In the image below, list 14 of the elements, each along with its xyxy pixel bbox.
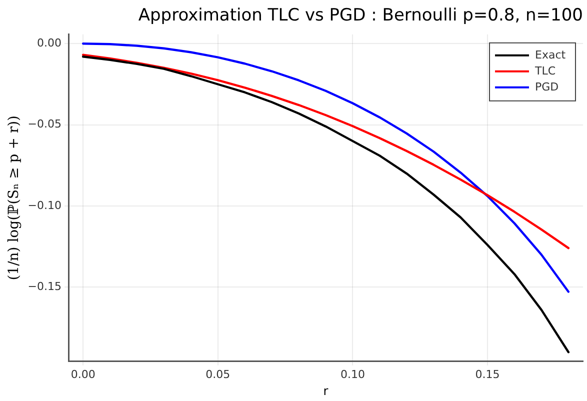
- y-tick-label: −0.10: [28, 198, 62, 212]
- x-tick-label: 0.05: [206, 368, 230, 381]
- x-tick-label: 0.10: [340, 368, 365, 381]
- y-axis-title: (1/n) log(ℙ(Sₙ ≥ p + r)): [6, 115, 22, 280]
- legend-label: PGD: [535, 80, 559, 94]
- x-tick-label: 0.00: [70, 368, 96, 381]
- y-tick-label: −0.05: [28, 118, 62, 131]
- x-axis-title: r: [323, 384, 328, 398]
- y-tick-label: 0.00: [37, 36, 62, 50]
- x-tick-label: 0.15: [475, 368, 500, 381]
- chart-title: Approximation TLC vs PGD : Bernoulli p=0.8, n=100: [138, 6, 583, 26]
- legend-label: Exact: [535, 48, 566, 62]
- legend-label: TLC: [534, 64, 556, 78]
- y-tick-label: −0.15: [28, 280, 62, 294]
